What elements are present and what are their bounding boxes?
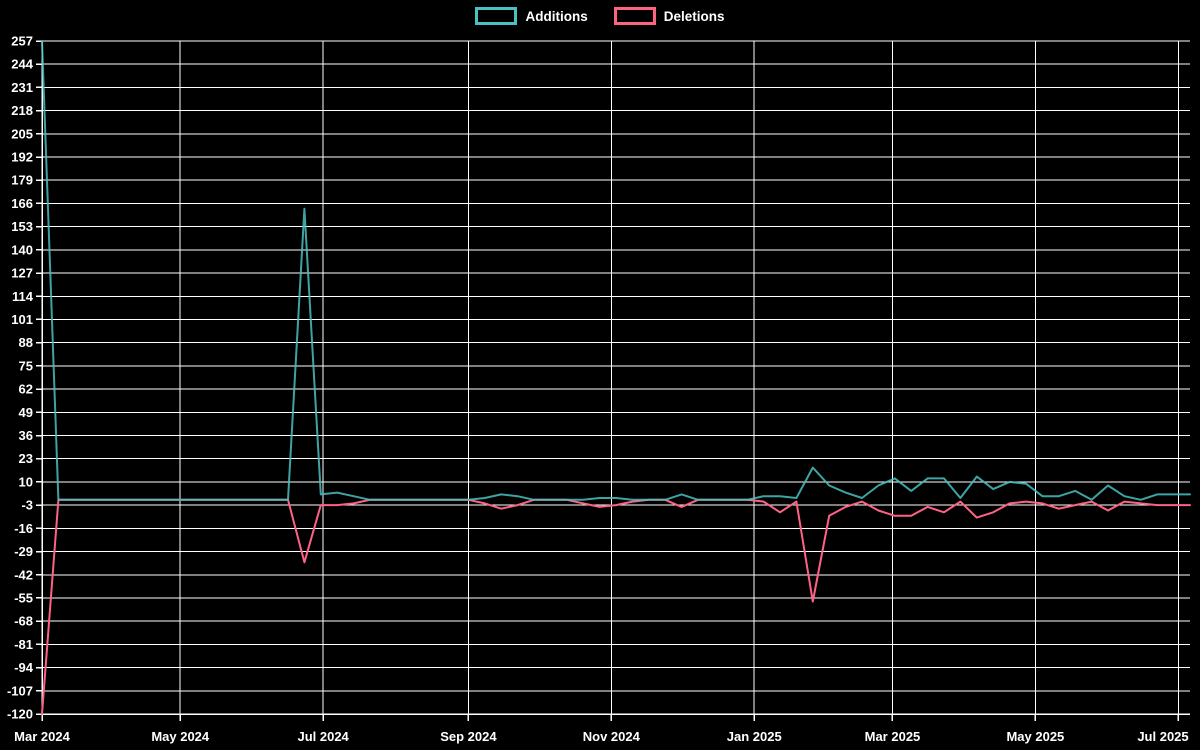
y-tick-label: -107: [7, 683, 33, 698]
x-tick-label: May 2025: [1006, 729, 1064, 744]
additions-swatch: [475, 7, 518, 25]
y-tick-label: 192: [11, 150, 33, 165]
y-tick-label: -94: [14, 660, 34, 675]
y-tick-label: 49: [19, 405, 33, 420]
y-tick-label: -16: [14, 521, 33, 536]
y-tick-label: 140: [11, 242, 33, 257]
x-tick-label: Mar 2024: [14, 729, 70, 744]
y-tick-label: 218: [11, 103, 33, 118]
additions-legend-label: Additions: [525, 8, 588, 24]
y-tick-label: 244: [11, 57, 33, 72]
y-tick-label: 88: [19, 335, 33, 350]
deletions-line: [41, 498, 1191, 715]
y-tick-label: -42: [14, 567, 33, 582]
y-tick-label: 114: [12, 289, 34, 304]
x-tick-label: Jul 2024: [297, 729, 349, 744]
y-tick-label: 166: [11, 196, 33, 211]
y-tick-label: -81: [14, 637, 33, 652]
y-tick-label: -3: [21, 498, 33, 513]
y-tick-label: 36: [19, 428, 33, 443]
y-tick-label: 205: [11, 126, 33, 141]
x-tick-label: Jan 2025: [727, 729, 782, 744]
y-tick-label: -55: [14, 590, 33, 605]
y-tick-label: 101: [11, 312, 33, 327]
y-tick-label: 231: [11, 80, 33, 95]
deletions-swatch: [613, 7, 656, 25]
y-tick-label: -68: [14, 614, 33, 629]
y-tick-label: 257: [11, 34, 33, 49]
y-tick-label: 23: [19, 451, 33, 466]
y-tick-label: 10: [19, 474, 33, 489]
legend-item-deletions[interactable]: Deletions: [613, 7, 725, 25]
chart-legend: Additions Deletions: [0, 7, 1200, 25]
x-tick-label: Sep 2024: [440, 729, 497, 744]
deletions-legend-label: Deletions: [663, 8, 725, 24]
additions-line: [41, 40, 1191, 501]
legend-item-additions[interactable]: Additions: [475, 7, 588, 25]
x-tick-label: Nov 2024: [583, 729, 641, 744]
y-tick-label: 62: [19, 382, 33, 397]
y-tick-label: 153: [11, 219, 33, 234]
gridlines: [41, 40, 1190, 715]
y-tick-label: 179: [11, 173, 33, 188]
tick-marks: [36, 40, 1180, 721]
axis-labels: 257 244 231 218 205 192 179 166 153 140 127 114 101 8…: [7, 34, 1189, 745]
x-tick-label: May 2024: [151, 729, 210, 744]
x-tick-label: Jul 2025: [1137, 729, 1188, 744]
y-tick-label: -120: [7, 707, 33, 722]
y-tick-label: 127: [11, 266, 33, 281]
y-tick-label: 75: [19, 358, 33, 373]
y-tick-label: -29: [14, 544, 33, 559]
x-tick-label: Mar 2025: [865, 729, 921, 744]
